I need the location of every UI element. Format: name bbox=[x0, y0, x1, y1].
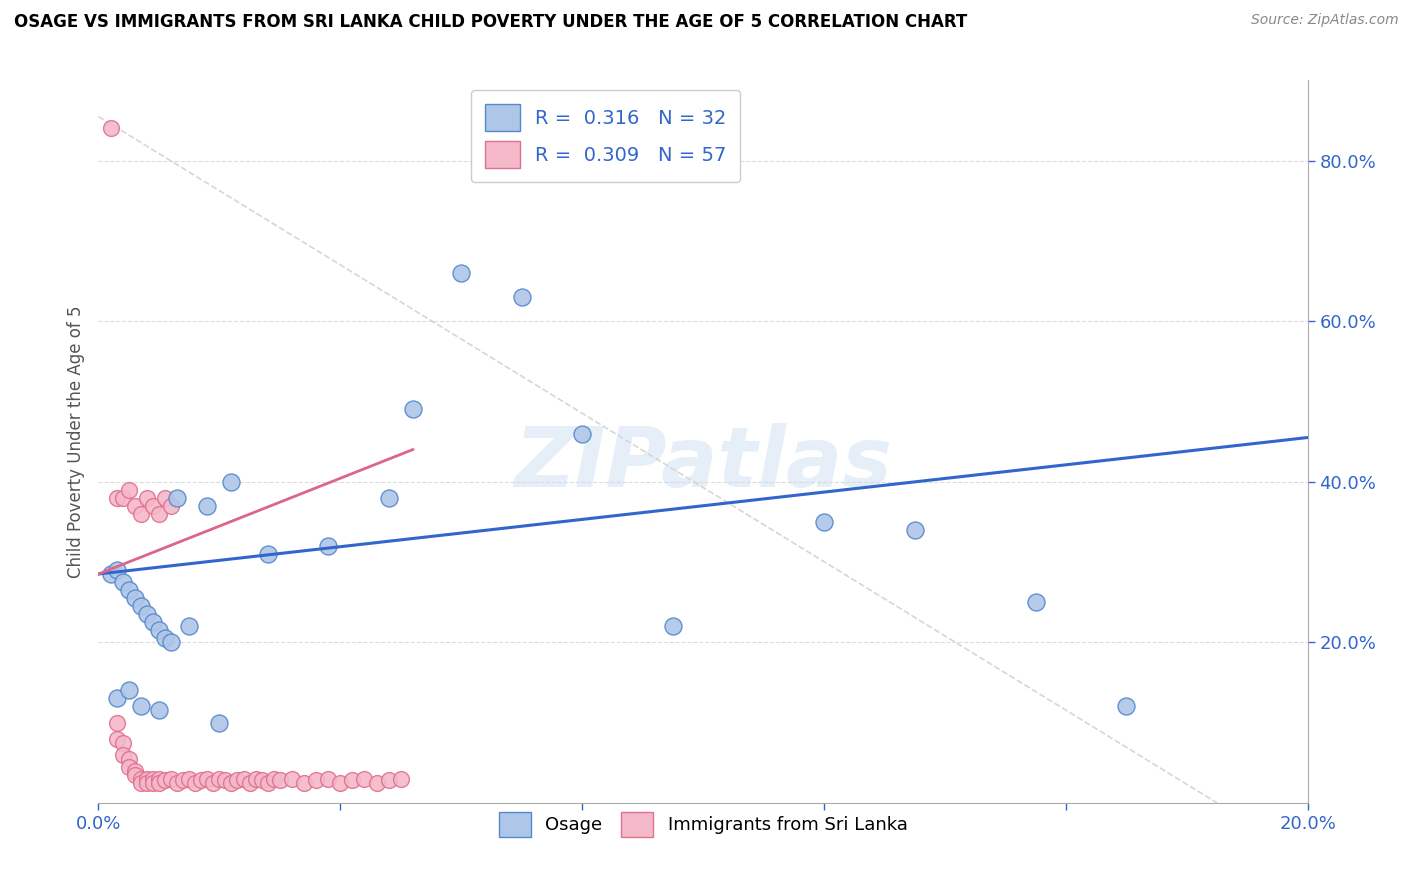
Point bbox=[1024, 595, 1046, 609]
Point bbox=[179, 772, 201, 786]
Point bbox=[172, 773, 194, 788]
Point bbox=[179, 619, 201, 633]
Point bbox=[111, 735, 134, 749]
Point bbox=[100, 121, 122, 136]
Point bbox=[160, 635, 183, 649]
Point bbox=[160, 499, 183, 513]
Point bbox=[105, 715, 128, 730]
Point bbox=[256, 776, 278, 790]
Point bbox=[256, 547, 278, 561]
Point bbox=[377, 773, 399, 788]
Point bbox=[202, 776, 225, 790]
Point bbox=[148, 703, 170, 717]
Point bbox=[232, 772, 254, 786]
Point bbox=[226, 773, 249, 788]
Point bbox=[135, 776, 157, 790]
Point bbox=[142, 772, 165, 786]
Point bbox=[316, 772, 339, 786]
Point bbox=[1115, 699, 1137, 714]
Legend: Osage, Immigrants from Sri Lanka: Osage, Immigrants from Sri Lanka bbox=[491, 805, 915, 845]
Text: Source: ZipAtlas.com: Source: ZipAtlas.com bbox=[1251, 13, 1399, 28]
Point bbox=[329, 776, 352, 790]
Point bbox=[105, 563, 128, 577]
Text: OSAGE VS IMMIGRANTS FROM SRI LANKA CHILD POVERTY UNDER THE AGE OF 5 CORRELATION : OSAGE VS IMMIGRANTS FROM SRI LANKA CHILD… bbox=[14, 13, 967, 31]
Point bbox=[353, 772, 375, 786]
Point bbox=[124, 499, 146, 513]
Point bbox=[342, 773, 364, 788]
Point bbox=[118, 751, 141, 765]
Point bbox=[366, 776, 388, 790]
Point bbox=[124, 764, 146, 778]
Point bbox=[135, 491, 157, 505]
Point bbox=[111, 491, 134, 505]
Point bbox=[129, 507, 152, 521]
Point bbox=[389, 772, 412, 786]
Point bbox=[100, 567, 122, 582]
Point bbox=[221, 475, 243, 489]
Point bbox=[377, 491, 399, 505]
Point bbox=[281, 772, 304, 786]
Point bbox=[402, 402, 425, 417]
Point bbox=[184, 776, 207, 790]
Point bbox=[142, 776, 165, 790]
Point bbox=[148, 772, 170, 786]
Point bbox=[135, 607, 157, 621]
Point bbox=[148, 776, 170, 790]
Point bbox=[214, 773, 236, 788]
Point bbox=[450, 266, 472, 280]
Point bbox=[142, 499, 165, 513]
Point bbox=[813, 515, 835, 529]
Point bbox=[316, 539, 339, 553]
Point bbox=[153, 632, 176, 646]
Point bbox=[105, 691, 128, 706]
Text: ZIPatlas: ZIPatlas bbox=[515, 423, 891, 504]
Point bbox=[129, 699, 152, 714]
Point bbox=[118, 583, 141, 598]
Point bbox=[105, 731, 128, 746]
Point bbox=[153, 491, 176, 505]
Point bbox=[148, 507, 170, 521]
Point bbox=[904, 523, 927, 537]
Point bbox=[148, 623, 170, 637]
Point bbox=[245, 772, 267, 786]
Point bbox=[221, 776, 243, 790]
Point bbox=[305, 773, 328, 788]
Point bbox=[239, 776, 262, 790]
Point bbox=[190, 773, 212, 788]
Point bbox=[135, 772, 157, 786]
Point bbox=[250, 773, 273, 788]
Point bbox=[208, 772, 231, 786]
Point bbox=[129, 776, 152, 790]
Point bbox=[111, 574, 134, 589]
Point bbox=[153, 773, 176, 788]
Point bbox=[195, 772, 218, 786]
Point bbox=[510, 290, 533, 304]
Point bbox=[166, 776, 188, 790]
Point bbox=[142, 615, 165, 630]
Point bbox=[195, 499, 218, 513]
Point bbox=[160, 772, 183, 786]
Point bbox=[124, 591, 146, 605]
Point bbox=[661, 619, 683, 633]
Point bbox=[118, 760, 141, 774]
Point bbox=[571, 426, 593, 441]
Y-axis label: Child Poverty Under the Age of 5: Child Poverty Under the Age of 5 bbox=[66, 305, 84, 578]
Point bbox=[118, 483, 141, 497]
Point bbox=[166, 491, 188, 505]
Point bbox=[105, 491, 128, 505]
Point bbox=[292, 776, 315, 790]
Point bbox=[111, 747, 134, 762]
Point bbox=[124, 767, 146, 781]
Point bbox=[263, 772, 285, 786]
Point bbox=[129, 772, 152, 786]
Point bbox=[118, 683, 141, 698]
Point bbox=[129, 599, 152, 614]
Point bbox=[269, 773, 291, 788]
Point bbox=[208, 715, 231, 730]
